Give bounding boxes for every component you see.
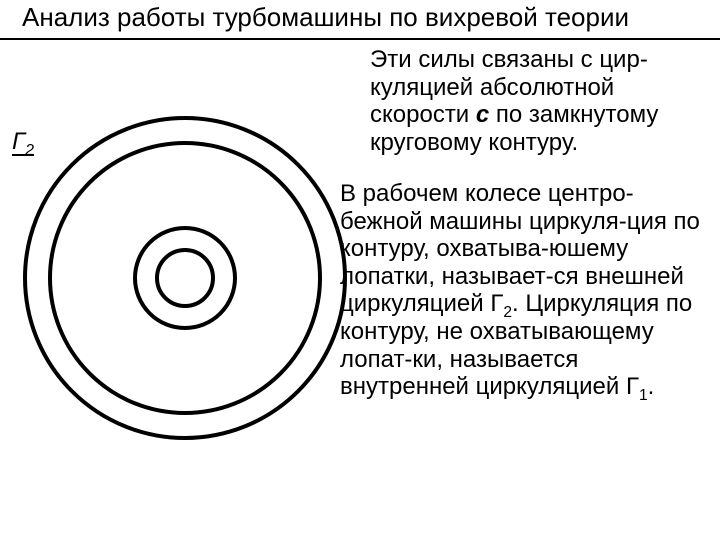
page-heading: Анализ работы турбомашины по вихревой те… (22, 2, 629, 33)
concentric-circles-svg (0, 48, 370, 488)
paragraph-2: В рабочем колесе центро-бежной машины ци… (340, 180, 712, 401)
circle-inner (157, 250, 213, 306)
circle-outer (25, 118, 345, 438)
paragraph-1: Эти силы связаны с цир-куляцией абсолютн… (370, 46, 710, 156)
circulation-diagram: Г2 (0, 48, 360, 488)
velocity-c: c (476, 101, 489, 128)
heading-underline (0, 38, 720, 40)
circle-second (50, 143, 320, 413)
circle-third (135, 228, 235, 328)
gamma-outer-label: Г2 (12, 130, 34, 156)
